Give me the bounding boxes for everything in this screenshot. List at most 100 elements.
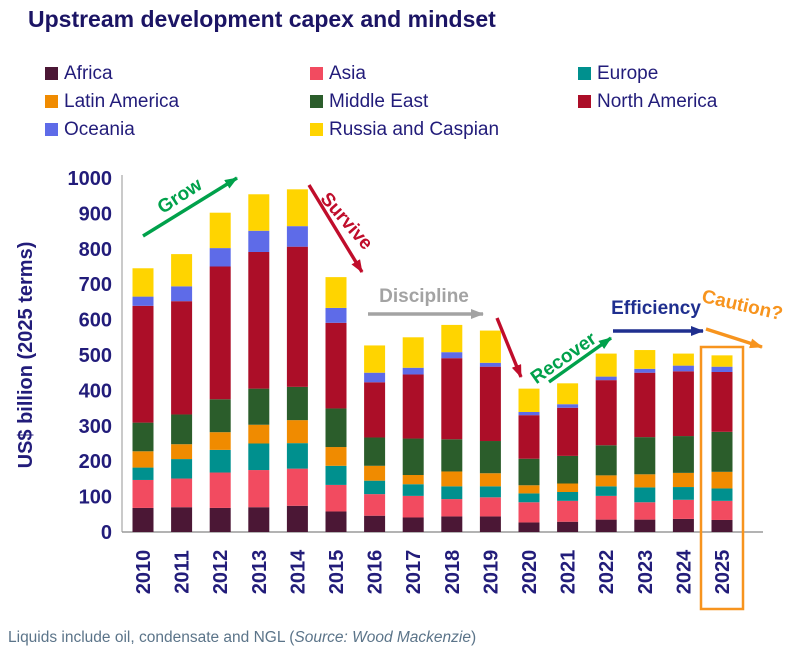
bar-segment-2018-europe <box>441 486 463 500</box>
bar-segment-2013-latin-america <box>248 424 270 444</box>
bar-segment-2023-europe <box>634 487 656 503</box>
legend-swatch-icon <box>45 94 58 108</box>
bar-segment-2022-middle-east <box>595 445 617 476</box>
legend-item-north-america: North America <box>578 87 763 115</box>
bar-segment-2016-europe <box>364 480 386 495</box>
bar-segment-2011-middle-east <box>171 414 193 445</box>
bar-segment-2012-north-america <box>209 266 231 400</box>
bar-segment-2021-europe <box>557 491 579 501</box>
bar-segment-2012-europe <box>209 449 231 473</box>
bar-segment-2015-middle-east <box>325 408 347 448</box>
bar-segment-2021-africa <box>557 521 579 532</box>
legend-label: Latin America <box>64 90 180 112</box>
bar-segment-2014-russia-and-caspian <box>286 189 308 227</box>
y-tick-label: 100 <box>79 487 112 509</box>
y-tick-label: 1000 <box>68 168 113 190</box>
bar-segment-2012-middle-east <box>209 399 231 433</box>
bar-segment-2012-africa <box>209 507 231 532</box>
bar-segment-2019-oceania <box>479 362 501 367</box>
bar-segment-2020-middle-east <box>518 458 540 486</box>
bar-segment-2016-latin-america <box>364 465 386 481</box>
bar-segment-2018-latin-america <box>441 471 463 487</box>
x-tick-label: 2012 <box>210 550 232 595</box>
bar-segment-2013-oceania <box>248 230 270 252</box>
chart-legend: Africa Asia Europe Latin America Middle East… <box>45 59 765 143</box>
x-tick-label: 2021 <box>558 550 580 595</box>
bar-segment-2022-latin-america <box>595 475 617 487</box>
annotation-arrow-grow <box>142 176 238 238</box>
legend-swatch-icon <box>578 66 591 80</box>
bar-segment-2012-latin-america <box>209 432 231 450</box>
x-tick-label: 2014 <box>287 549 309 594</box>
bar-segment-2025-africa <box>711 519 733 532</box>
bar-segment-2015-europe <box>325 465 347 485</box>
y-tick-label: 900 <box>79 203 112 225</box>
x-tick-label: 2017 <box>403 550 425 595</box>
bar-segment-2011-north-america <box>171 301 193 415</box>
legend-item-middle-east: Middle East <box>310 87 578 115</box>
bar-segment-2020-latin-america <box>518 485 540 494</box>
bar-segment-2019-europe <box>479 486 501 498</box>
bar-segment-2014-europe <box>286 443 308 469</box>
bar-segment-2017-europe <box>402 484 424 496</box>
bar-segment-2011-russia-and-caspian <box>171 254 193 287</box>
x-tick-label: 2019 <box>480 550 502 595</box>
bar-segment-2018-middle-east <box>441 439 463 472</box>
bar-segment-2010-latin-america <box>132 451 154 468</box>
bar-segment-2010-africa <box>132 507 154 532</box>
bar-segment-2017-middle-east <box>402 438 424 476</box>
bar-segment-2015-asia <box>325 484 347 512</box>
legend-swatch-icon <box>45 66 58 80</box>
bar-segment-2020-oceania <box>518 411 540 416</box>
bar-segment-2024-middle-east <box>672 436 694 473</box>
bar-segment-2013-europe <box>248 443 270 471</box>
x-tick-label: 2011 <box>172 550 194 593</box>
legend-item-asia: Asia <box>310 59 578 87</box>
x-tick-label: 2023 <box>635 550 657 595</box>
bar-segment-2013-russia-and-caspian <box>248 194 270 231</box>
legend-swatch-icon <box>578 94 591 108</box>
footnote-close: ) <box>470 629 477 646</box>
bar-segment-2011-africa <box>171 507 193 532</box>
annotation-arrow-caution <box>705 327 763 349</box>
highlight-box-2025 <box>699 345 745 611</box>
legend-label: Russia and Caspian <box>329 118 500 140</box>
bar-segment-2012-russia-and-caspian <box>209 212 231 249</box>
bar-segment-2015-russia-and-caspian <box>325 277 347 308</box>
bar-segment-2014-oceania <box>286 226 308 247</box>
bar-segment-2025-middle-east <box>711 431 733 472</box>
bar-segment-2016-north-america <box>364 382 386 438</box>
legend-label: North America <box>597 90 718 112</box>
x-tick-label: 2025 <box>712 550 734 595</box>
bar-segment-2025-latin-america <box>711 471 733 489</box>
bar-segment-2022-asia <box>595 495 617 520</box>
bar-segment-2010-europe <box>132 467 154 480</box>
bar-segment-2024-north-america <box>672 371 694 437</box>
bar-segment-2023-oceania <box>634 368 656 373</box>
legend-label: Oceania <box>64 118 135 140</box>
bar-segment-2019-middle-east <box>479 441 501 474</box>
legend-swatch-icon <box>310 66 323 80</box>
x-tick-label: 2022 <box>596 550 618 595</box>
bar-segment-2017-oceania <box>402 367 424 375</box>
y-tick-label: 600 <box>79 310 112 332</box>
bar-segment-2022-russia-and-caspian <box>595 353 617 377</box>
bar-segment-2024-oceania <box>672 365 694 372</box>
annotation-arrow-survive <box>307 184 364 273</box>
y-tick-label: 800 <box>79 239 112 261</box>
bar-segment-2014-middle-east <box>286 386 308 421</box>
bar-segment-2017-latin-america <box>402 475 424 485</box>
annotation-label-caution: Caution? <box>700 286 785 325</box>
bar-segment-2021-asia <box>557 500 579 522</box>
bar-segment-2018-oceania <box>441 352 463 359</box>
bar-segment-2013-middle-east <box>248 388 270 425</box>
bar-segment-2016-asia <box>364 494 386 516</box>
bar-segment-2025-oceania <box>711 366 733 372</box>
bar-segment-2020-asia <box>518 502 540 523</box>
bar-segment-2018-africa <box>441 516 463 532</box>
bar-segment-2015-north-america <box>325 322 347 409</box>
bar-segment-2016-middle-east <box>364 437 386 466</box>
bar-segment-2021-latin-america <box>557 483 579 492</box>
bar-segment-2024-latin-america <box>672 472 694 488</box>
bar-segment-2019-russia-and-caspian <box>479 330 501 363</box>
